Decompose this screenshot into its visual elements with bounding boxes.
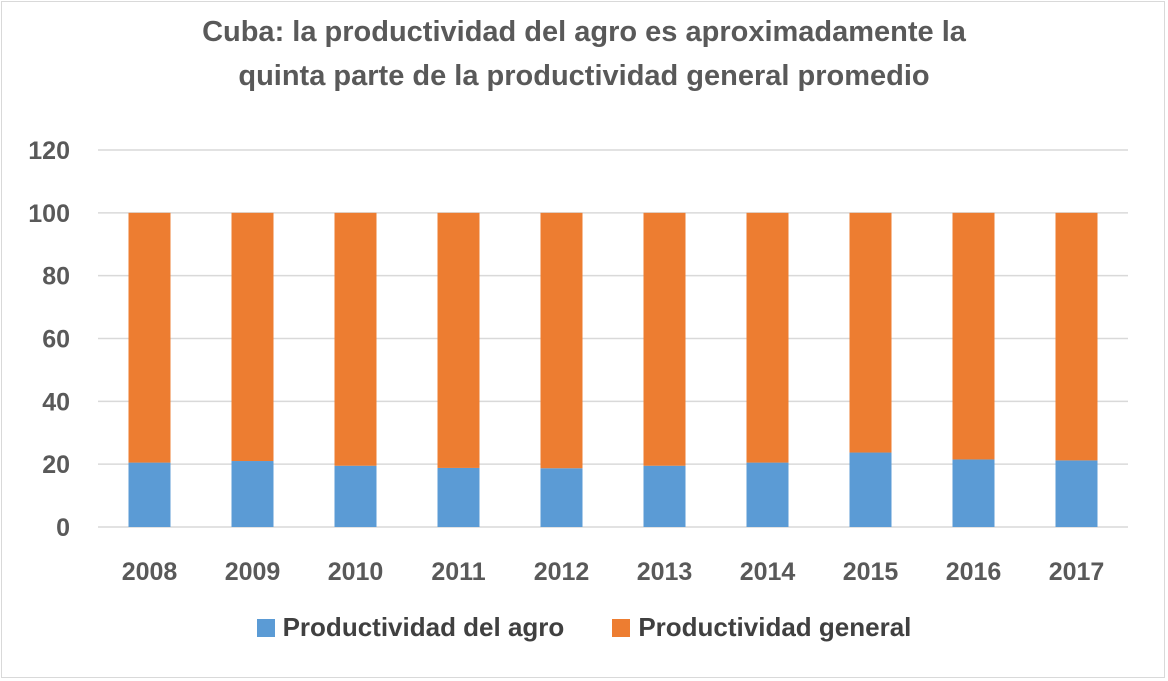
y-tick-label: 120 (28, 137, 70, 165)
x-tick-label: 2017 (1049, 558, 1105, 586)
y-tick-label: 80 (42, 263, 70, 291)
bar-general-2017 (1055, 212, 1098, 461)
bar-general-2009 (231, 212, 274, 462)
x-tick-label: 2016 (946, 558, 1002, 586)
x-tick-label: 2008 (122, 558, 178, 586)
bar-agro-2014 (746, 462, 789, 527)
y-tick-label: 40 (42, 388, 70, 416)
x-tick-label: 2012 (534, 558, 590, 586)
bar-agro-2011 (437, 467, 480, 527)
bar-general-2010 (334, 212, 377, 466)
bar-agro-2017 (1055, 460, 1098, 527)
legend-label-general: Productividad general (638, 612, 912, 642)
bar-general-2014 (746, 212, 789, 463)
bar-general-2016 (952, 212, 995, 460)
bar-agro-2013 (643, 465, 686, 527)
bar-general-2015 (849, 212, 892, 453)
x-tick-label: 2014 (740, 558, 796, 586)
bar-agro-2012 (540, 468, 583, 527)
x-tick-label: 2009 (225, 558, 281, 586)
chart-legend: Productividad del agro Productividad gen… (0, 612, 1168, 643)
y-tick-label: 20 (42, 451, 70, 479)
x-tick-label: 2015 (843, 558, 899, 586)
legend-swatch-agro (256, 618, 275, 637)
chart-title: Cuba: la productividad del agro es aprox… (0, 10, 1168, 98)
bar-agro-2016 (952, 459, 995, 527)
legend-item-general: Productividad general (612, 612, 911, 643)
bar-agro-2008 (128, 462, 171, 527)
bar-general-2012 (540, 212, 583, 469)
chart-title-line-2: quinta parte de la productividad general… (238, 60, 930, 92)
x-tick-label: 2013 (637, 558, 693, 586)
legend-item-agro: Productividad del agro (256, 612, 565, 643)
x-tick-label: 2010 (328, 558, 384, 586)
legend-label-agro: Productividad del agro (282, 612, 565, 642)
bar-agro-2015 (849, 452, 892, 527)
bar-agro-2009 (231, 461, 274, 527)
x-tick-label: 2011 (431, 558, 485, 586)
legend-swatch-general (612, 618, 631, 637)
bar-general-2011 (437, 212, 480, 468)
y-tick-label: 60 (42, 326, 70, 354)
bar-general-2013 (643, 212, 686, 466)
chart-title-line-1: Cuba: la productividad del agro es aprox… (202, 16, 966, 48)
bar-agro-2010 (334, 465, 377, 527)
y-tick-label: 100 (28, 200, 70, 228)
bar-general-2008 (128, 212, 171, 463)
y-tick-label: 0 (56, 514, 70, 542)
